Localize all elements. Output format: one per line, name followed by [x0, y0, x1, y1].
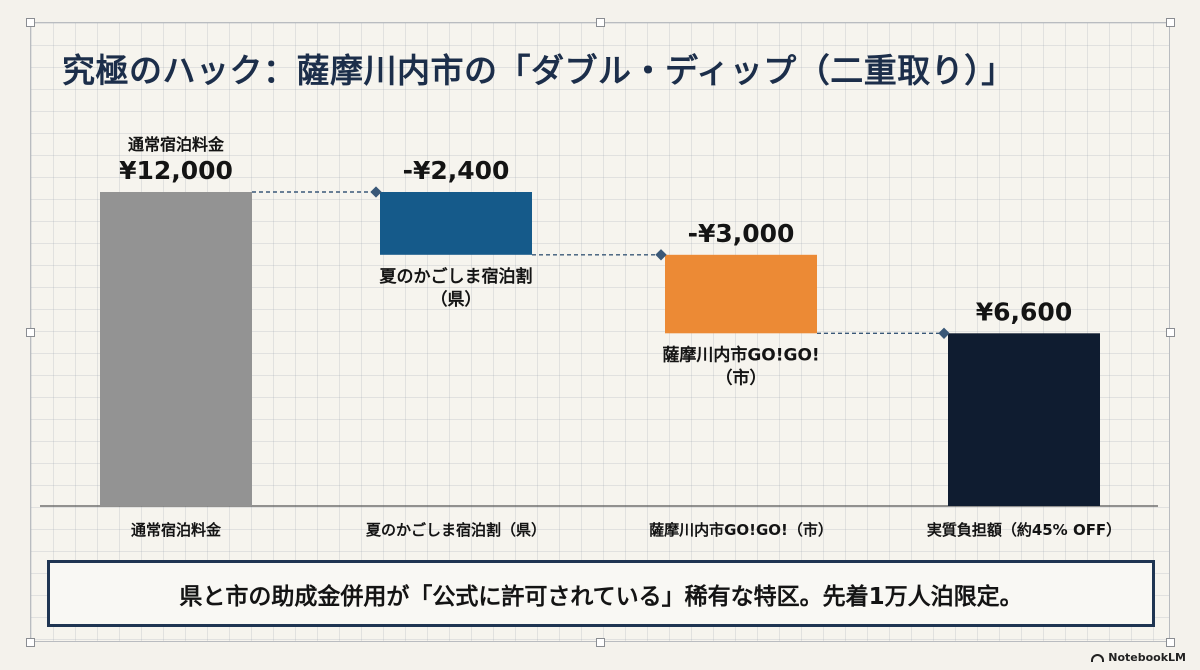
- bar-city: [665, 254, 817, 334]
- connector-marker: [655, 249, 667, 261]
- waterfall-chart: ¥12,000 通常宿泊料金 -¥2,400 夏のかごしま宿泊割（県） -¥3,000 薩…: [40, 135, 1158, 539]
- tick-label: 通常宿泊料金: [131, 521, 222, 539]
- grid-background: [30, 22, 1170, 642]
- selection-handle[interactable]: [1166, 18, 1175, 27]
- callout-text: 県と市の助成金併用が「公式に許可されている」稀有な特区。先着1万人泊限定。: [179, 583, 1023, 610]
- selection-handle[interactable]: [26, 328, 35, 337]
- bar-annotation: 夏のかごしま宿泊割: [380, 266, 533, 287]
- data-label: -¥3,000: [688, 219, 795, 248]
- bar-annotation: （市）: [716, 367, 767, 388]
- selection-handle[interactable]: [26, 18, 35, 27]
- selection-handle[interactable]: [596, 638, 605, 647]
- brand-label: NotebookLM: [1108, 651, 1186, 664]
- connector-marker: [938, 327, 950, 339]
- selection-handle[interactable]: [1166, 328, 1175, 337]
- data-label: ¥12,000: [119, 156, 233, 185]
- bar-annotation: 薩摩川内市GO!GO!: [662, 344, 819, 365]
- tick-label: 夏のかごしま宿泊割（県）: [365, 521, 546, 539]
- bar-annotation: （県）: [431, 289, 482, 310]
- tick-label: 薩摩川内市GO!GO!（市）: [649, 521, 833, 539]
- bar-result: [948, 333, 1100, 506]
- selection-handle[interactable]: [1166, 638, 1175, 647]
- connector-marker: [370, 186, 382, 198]
- data-label: ¥6,600: [976, 297, 1072, 326]
- data-label: -¥2,400: [403, 156, 510, 185]
- callout-box: 県と市の助成金併用が「公式に許可されている」稀有な特区。先着1万人泊限定。: [47, 560, 1155, 627]
- bar-prefecture: [380, 192, 532, 255]
- tick-label: 実質負担額（約45% OFF）: [927, 521, 1121, 539]
- selection-handle[interactable]: [596, 18, 605, 27]
- brand-watermark: NotebookLM: [1091, 651, 1186, 664]
- bar-total: [100, 192, 252, 506]
- page-title: 究極のハック：薩摩川内市の「ダブル・ディップ（二重取り）」: [62, 51, 1015, 90]
- bar-annotation: 通常宿泊料金: [128, 135, 225, 154]
- notebooklm-icon: [1091, 653, 1105, 662]
- selection-handle[interactable]: [26, 638, 35, 647]
